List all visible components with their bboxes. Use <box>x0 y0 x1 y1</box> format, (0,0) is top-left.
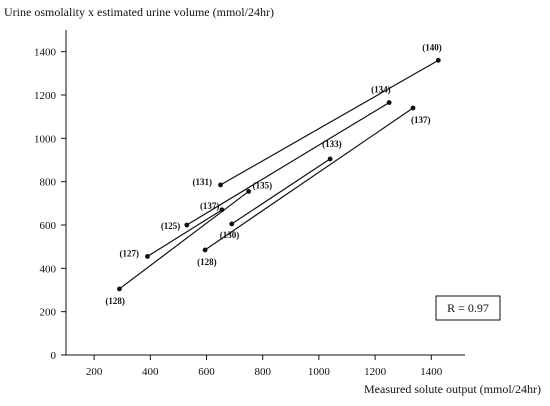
x-tick-label: 600 <box>198 366 215 378</box>
y-axis-title: Urine osmolality x estimated urine volum… <box>4 5 274 19</box>
r-value-label: R = 0.97 <box>447 301 489 315</box>
y-tick-label: 0 <box>51 350 57 362</box>
data-point-label: (137) <box>411 115 431 125</box>
data-point <box>184 222 190 228</box>
data-point-label: (125) <box>161 221 181 231</box>
y-tick-label: 400 <box>40 263 57 275</box>
series-line <box>186 102 390 226</box>
data-point <box>145 254 150 259</box>
data-point-label: (134) <box>371 85 391 95</box>
x-tick-label: 1400 <box>420 366 443 378</box>
series-points <box>116 57 441 292</box>
data-point <box>202 247 208 253</box>
data-point-label: (135) <box>253 180 273 190</box>
point-labels: (131) (140) (125) (134) (128) (135) (127) (137)… <box>105 42 441 306</box>
axis-ticks: 0 200 400 600 800 1000 1200 1400 200 400 600 800 100… <box>34 47 443 378</box>
data-point-label: (128) <box>197 257 217 267</box>
y-tick-label: 200 <box>40 307 57 319</box>
y-tick-label: 800 <box>40 177 57 189</box>
y-tick-label: 1000 <box>34 133 57 145</box>
data-point-label: (131) <box>193 177 213 187</box>
x-tick-label: 200 <box>86 366 103 378</box>
x-tick-label: 1000 <box>308 366 331 378</box>
x-tick-label: 400 <box>142 366 159 378</box>
series-lines <box>119 59 439 290</box>
data-point <box>116 286 122 292</box>
data-point-label: (127) <box>119 248 139 258</box>
data-point <box>229 221 235 227</box>
data-point-label: (128) <box>105 296 125 306</box>
data-point-label: (137) <box>200 201 220 211</box>
data-point-label: (133) <box>322 139 342 149</box>
y-tick-label: 1400 <box>34 47 57 59</box>
data-point <box>410 105 416 111</box>
data-point-label: (130) <box>220 230 240 240</box>
x-tick-label: 800 <box>254 366 271 378</box>
r-value-box: R = 0.97 <box>435 295 501 321</box>
series-line <box>147 209 223 257</box>
data-point <box>218 182 223 188</box>
y-tick-label: 600 <box>40 220 57 232</box>
data-point <box>386 100 392 105</box>
series-line <box>204 107 414 251</box>
data-point <box>246 189 252 194</box>
data-point <box>219 207 225 213</box>
series-line <box>220 59 439 186</box>
data-point <box>435 57 441 63</box>
r-value-frame <box>435 295 501 321</box>
data-point-label: (140) <box>422 42 442 52</box>
x-tick-label: 1200 <box>364 366 387 378</box>
data-point <box>327 156 333 162</box>
x-axis-title: Measured solute output (mmol/24hr) <box>364 382 541 396</box>
y-tick-label: 1200 <box>34 90 57 102</box>
series-line <box>231 158 331 225</box>
series-line <box>119 190 250 290</box>
